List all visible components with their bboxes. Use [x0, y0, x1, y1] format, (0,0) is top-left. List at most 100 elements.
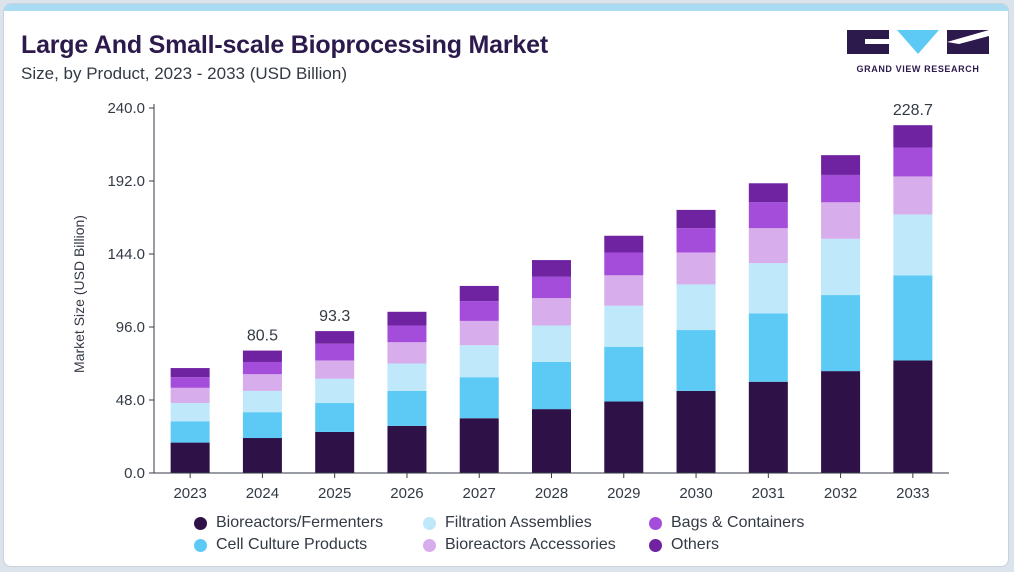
bar-segment: [532, 409, 571, 473]
legend-item: Bioreactors/Fermenters: [194, 514, 383, 532]
bar-segment: [676, 228, 716, 253]
legend-item: Bioreactors Accessories: [423, 536, 616, 554]
bars: [170, 125, 933, 473]
legend-swatch: [423, 538, 436, 552]
bar-segment: [676, 252, 716, 285]
x-tick-label: 2023: [173, 485, 206, 502]
bar-segment: [821, 174, 861, 203]
x-tick-label: 2033: [896, 485, 929, 502]
x-axis: 2023 2024 2025 2026 2027 2028 2029 2030 2031 2032…: [154, 472, 949, 502]
bar-segment: [315, 343, 355, 361]
total-label: 93.3: [319, 308, 350, 325]
bar-segment: [242, 390, 282, 413]
bar-segment: [170, 368, 210, 378]
bar-segment: [387, 363, 427, 391]
legend-label: Bags & Containers: [671, 514, 805, 531]
bar-segment: [893, 147, 933, 177]
bar-segment: [748, 381, 788, 473]
bar-segment: [748, 228, 788, 264]
bar-segment: [821, 295, 861, 372]
bar-segment: [532, 276, 571, 299]
chart-subtitle: Size, by Product, 2023 - 2033 (USD Billi…: [21, 64, 347, 83]
bar-segment: [532, 361, 571, 410]
bar-segment: [170, 442, 210, 473]
bar-segment: [387, 325, 427, 343]
bar-segment: [315, 360, 355, 379]
x-tick-label: 2032: [824, 485, 857, 502]
legend-item: Bags & Containers: [649, 514, 804, 532]
legend-swatch: [194, 538, 207, 552]
bar-segment: [387, 311, 427, 326]
bar-segment: [315, 331, 355, 344]
bar-segment: [748, 202, 788, 229]
bar-segment: [676, 209, 716, 229]
y-tick-label: 240.0: [107, 100, 145, 117]
bar-segment: [532, 325, 571, 362]
x-tick-label: 2026: [390, 485, 423, 502]
bar-segment: [315, 378, 355, 404]
bar-segment: [459, 285, 499, 302]
legend-label: Others: [671, 536, 720, 553]
bar-segment: [459, 418, 499, 473]
legend-label: Bioreactors/Fermenters: [216, 514, 384, 531]
legend-swatch: [194, 516, 207, 530]
bar-segment: [387, 390, 427, 426]
accent-bar: [4, 4, 1008, 11]
bar-segment: [387, 425, 427, 473]
bar-segment: [242, 350, 282, 362]
legend-swatch: [649, 538, 662, 552]
y-tick-label: 192.0: [107, 173, 145, 190]
bar-segment: [604, 235, 644, 253]
x-tick-label: 2030: [679, 485, 712, 502]
bar-segment: [748, 263, 788, 314]
bar-segment: [459, 320, 499, 346]
legend-item: Others: [649, 536, 719, 554]
y-tick-label: 144.0: [107, 246, 145, 263]
x-tick-label: 2029: [607, 485, 640, 502]
legend-label: Cell Culture Products: [216, 536, 368, 553]
legend-item: Filtration Assemblies: [423, 514, 592, 532]
bar-segment: [893, 214, 933, 276]
bar-segment: [604, 305, 644, 347]
bar-segment: [676, 330, 716, 391]
bar-segment: [893, 125, 933, 148]
bar-segment: [242, 438, 282, 473]
bar-segment: [676, 390, 716, 473]
legend-item: Cell Culture Products: [194, 536, 367, 554]
x-tick-label: 2024: [246, 485, 279, 502]
grand-view-research-logo: [847, 30, 989, 54]
total-label: 80.5: [247, 328, 278, 345]
bar-segment: [387, 342, 427, 364]
bar-segment: [459, 301, 499, 321]
bar-segment: [893, 360, 933, 473]
bar-segment: [315, 431, 355, 473]
total-labels: 80.5 93.3 228.7: [247, 102, 933, 344]
bar-segment: [459, 345, 499, 378]
x-tick-label: 2027: [463, 485, 496, 502]
bar-segment: [242, 374, 282, 391]
legend-swatch: [649, 516, 662, 530]
bar-segment: [170, 387, 210, 404]
y-axis-label: Market Size (USD Billion): [71, 215, 87, 373]
chart-title: Large And Small-scale Bioprocessing Mark…: [21, 31, 548, 59]
bar-segment: [604, 252, 644, 276]
bar-segment: [821, 238, 861, 296]
x-tick-label: 2031: [752, 485, 785, 502]
bar-segment: [242, 361, 282, 375]
bar-segment: [532, 260, 571, 277]
bar-segment: [459, 377, 499, 419]
bar-segment: [748, 313, 788, 382]
bar-segment: [821, 202, 861, 239]
bar-segment: [604, 346, 644, 402]
bar-segment: [821, 155, 861, 175]
bar-segment: [532, 298, 571, 326]
y-tick-label: 0.0: [124, 465, 145, 482]
bar-segment: [242, 412, 282, 439]
y-tick-label: 96.0: [116, 319, 145, 336]
x-tick-label: 2025: [318, 485, 351, 502]
bar-segment: [170, 377, 210, 388]
bar-segment: [676, 284, 716, 331]
bar-segment: [604, 401, 644, 473]
legend-swatch: [423, 516, 436, 530]
y-axis: 0.0 48.0 96.0 144.0 192.0 240.0: [107, 100, 155, 482]
